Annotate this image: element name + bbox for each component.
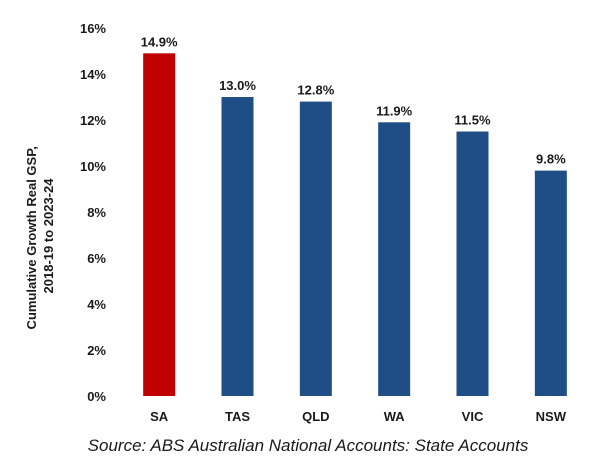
bar-tas — [221, 97, 254, 396]
x-axis-categories: SA TAS QLD WA VIC NSW — [150, 409, 567, 424]
data-label-sa: 14.9% — [141, 34, 178, 49]
bar-vic — [456, 131, 489, 396]
y-tick-label: 2% — [87, 343, 106, 358]
bar-nsw — [534, 170, 567, 396]
y-axis-label-line-2: 2018-19 to 2023-24 — [41, 178, 56, 294]
data-label-vic: 11.5% — [454, 113, 491, 128]
data-label-qld: 12.8% — [297, 83, 334, 98]
x-tick-label-wa: WA — [384, 409, 406, 424]
bar-qld — [299, 101, 332, 396]
x-tick-label-nsw: NSW — [536, 409, 567, 424]
y-tick-label: 6% — [87, 251, 106, 266]
y-tick-label: 0% — [87, 389, 106, 404]
x-tick-label-tas: TAS — [225, 409, 250, 424]
data-label-nsw: 9.8% — [536, 152, 566, 167]
data-label-tas: 13.0% — [219, 78, 256, 93]
y-axis-label: Cumulative Growth Real GSP, 2018-19 to 2… — [24, 143, 56, 330]
y-tick-label: 16% — [80, 21, 106, 36]
y-tick-label: 10% — [80, 159, 106, 174]
y-tick-label: 8% — [87, 205, 106, 220]
bar-chart: Cumulative Growth Real GSP, 2018-19 to 2… — [24, 21, 567, 424]
data-labels: 14.9% 13.0% 12.8% 11.9% 11.5% 9.8% — [141, 34, 566, 166]
x-tick-label-sa: SA — [150, 409, 169, 424]
bars — [143, 53, 567, 397]
y-tick-label: 4% — [87, 297, 106, 312]
chart-source: Source: ABS Australian National Accounts… — [87, 436, 529, 455]
bar-sa — [143, 53, 176, 397]
y-axis-ticks: 0% 2% 4% 6% 8% 10% 12% 14% 16% — [80, 21, 106, 404]
y-tick-label: 14% — [80, 67, 106, 82]
bar-wa — [378, 122, 411, 397]
x-tick-label-vic: VIC — [462, 409, 484, 424]
data-label-wa: 11.9% — [376, 103, 413, 118]
y-tick-label: 12% — [80, 113, 106, 128]
y-axis-label-line-1: Cumulative Growth Real GSP, — [24, 146, 39, 329]
x-tick-label-qld: QLD — [302, 409, 329, 424]
